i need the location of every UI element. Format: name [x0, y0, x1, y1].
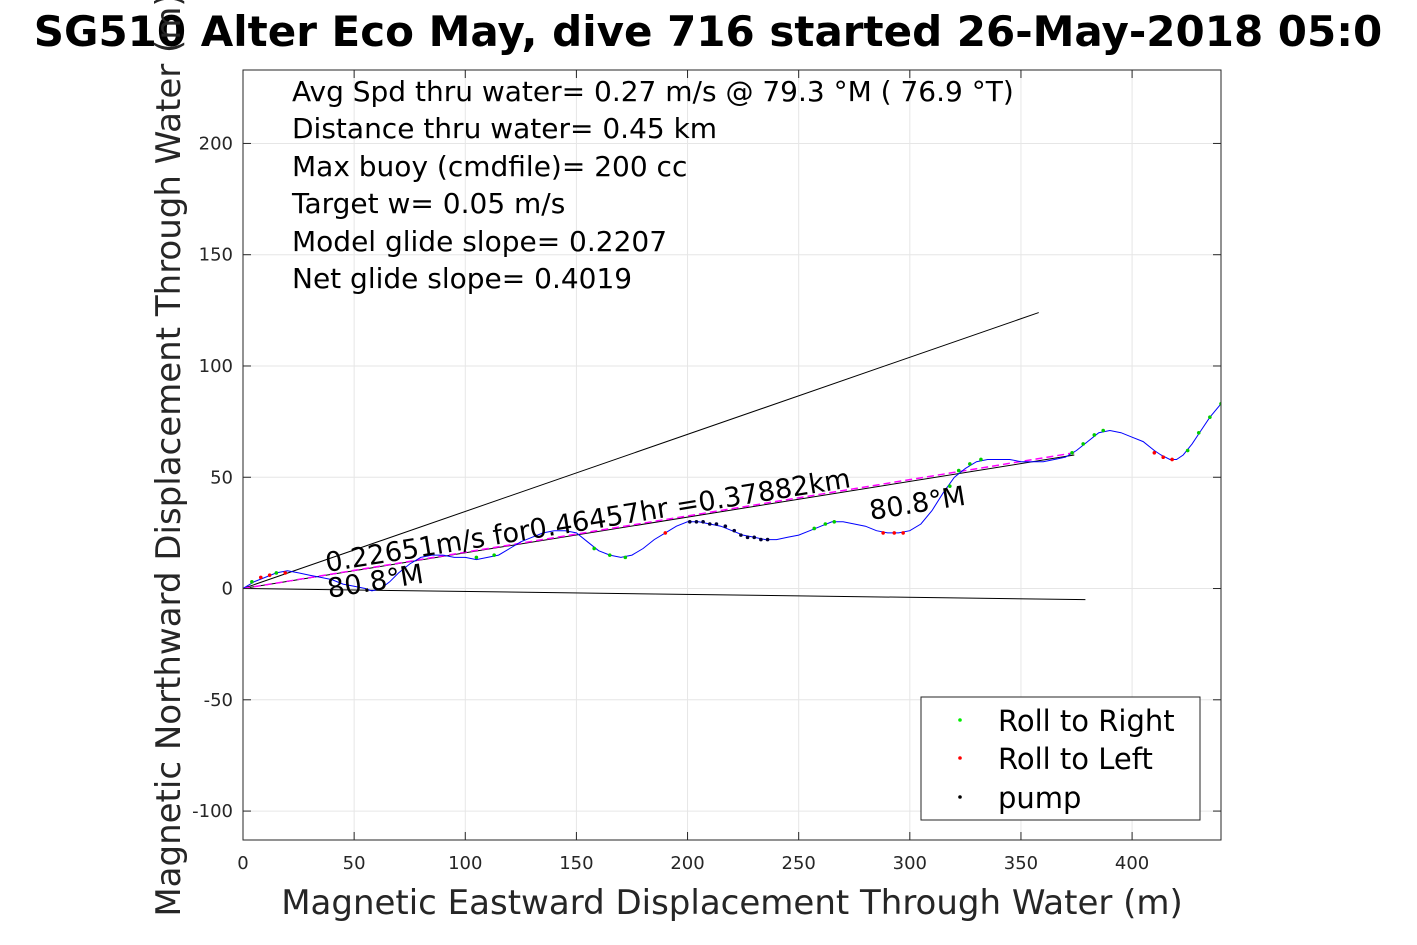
- roll-right-marker: [1070, 450, 1074, 455]
- roll-right-marker: [812, 526, 817, 531]
- x-tick-label: 250: [782, 853, 816, 874]
- x-tick-label: 200: [670, 853, 704, 874]
- roll-left-marker: [1170, 457, 1174, 462]
- pump-marker: [765, 537, 770, 542]
- pump-marker: [745, 535, 750, 540]
- x-tick-label: 0: [237, 853, 248, 874]
- trajectory-line: [243, 403, 1221, 592]
- info-line-net-glide: Net glide slope= 0.4019: [292, 262, 632, 295]
- roll-left-marker: [258, 575, 263, 580]
- pump-marker: [687, 519, 692, 524]
- y-tick-label: 200: [199, 133, 233, 154]
- roll-right-marker: [1185, 448, 1190, 453]
- chart-title: SG510 Alter Eco May, dive 716 started 26…: [34, 7, 1383, 56]
- pump-marker: [707, 522, 712, 526]
- legend-marker-roll-left: [958, 756, 962, 760]
- roll-right-marker: [607, 553, 612, 557]
- roll-right-marker: [948, 484, 952, 488]
- x-tick-label: 300: [893, 853, 927, 874]
- pump-marker: [723, 524, 728, 529]
- pump-marker: [739, 533, 743, 537]
- info-line-target-w: Target w= 0.05 m/s: [291, 187, 565, 220]
- roll-left-marker: [663, 531, 668, 535]
- envelope-line: [243, 588, 1086, 601]
- x-axis-label: Magnetic Eastward Displacement Through W…: [281, 883, 1183, 923]
- pump-marker: [701, 519, 705, 524]
- roll-right-marker: [492, 553, 496, 557]
- legend-marker-roll-right: [958, 718, 962, 722]
- net-track-line: [243, 452, 1075, 590]
- data-layer: [243, 312, 1221, 601]
- y-tick-label: 100: [199, 356, 233, 377]
- roll-right-marker: [474, 555, 479, 560]
- pump-marker: [752, 535, 757, 540]
- tick-layer: 0 50 100 150 200 250 300 350 400 -100 -50 0 50 100 150…: [192, 70, 1221, 874]
- pump-marker: [694, 519, 699, 524]
- pump-marker: [714, 522, 719, 526]
- envelope-line: [243, 454, 1075, 590]
- info-line-avg-speed: Avg Spd thru water= 0.27 m/s @ 79.3 °M (…: [292, 75, 1014, 108]
- info-line-model-glide: Model glide slope= 0.2207: [292, 225, 667, 258]
- roll-right-marker: [823, 522, 828, 526]
- roll-right-marker: [968, 462, 972, 466]
- roll-right-marker: [956, 468, 961, 473]
- roll-right-marker: [274, 571, 279, 575]
- roll-left-marker: [283, 571, 288, 575]
- x-tick-label: 150: [559, 853, 593, 874]
- y-tick-label: 50: [210, 467, 233, 488]
- roll-right-marker: [1081, 442, 1085, 446]
- roll-left-marker: [881, 531, 885, 535]
- roll-left-marker: [1152, 450, 1157, 455]
- roll-right-marker: [832, 519, 837, 524]
- y-tick-label: -100: [192, 801, 233, 822]
- roll-left-marker: [901, 531, 905, 535]
- roll-right-marker: [1101, 428, 1105, 433]
- info-line-max-buoy: Max buoy (cmdfile)= 200 cc: [292, 150, 687, 183]
- axes-frame: [242, 69, 1222, 841]
- legend-label-roll-right: Roll to Right: [998, 704, 1175, 738]
- roll-right-marker: [250, 580, 254, 584]
- y-tick-label: -50: [204, 690, 233, 711]
- x-tick-label: 100: [448, 853, 482, 874]
- legend-label-roll-left: Roll to Left: [998, 742, 1153, 776]
- legend-label-pump: pump: [998, 781, 1081, 815]
- x-tick-label: 400: [1115, 853, 1149, 874]
- roll-left-marker: [1161, 455, 1166, 460]
- info-line-distance: Distance thru water= 0.45 km: [292, 112, 717, 145]
- y-axis-label: Magnetic Northward Displacement Through …: [149, 0, 189, 917]
- pump-marker: [732, 528, 737, 533]
- roll-right-marker: [592, 546, 596, 551]
- roll-left-marker: [892, 531, 897, 535]
- x-tick-label: 50: [343, 853, 366, 874]
- roll-left-marker: [267, 573, 272, 577]
- legend-marker-pump: [958, 795, 962, 799]
- info-text-block: Avg Spd thru water= 0.27 m/s @ 79.3 °M (…: [291, 75, 1014, 295]
- pump-marker: [759, 537, 763, 542]
- x-tick-label: 350: [1004, 853, 1038, 874]
- roll-right-marker: [623, 555, 628, 560]
- roll-right-marker: [1208, 415, 1212, 419]
- legend-box: [920, 696, 1201, 821]
- y-tick-label: 150: [199, 245, 233, 266]
- y-tick-label: 0: [222, 579, 233, 600]
- roll-right-marker: [1196, 430, 1201, 435]
- envelope-line: [243, 312, 1039, 589]
- legend: Roll to Right Roll to Left pump: [920, 696, 1201, 821]
- roll-right-marker: [1092, 433, 1097, 437]
- roll-right-marker: [979, 457, 983, 462]
